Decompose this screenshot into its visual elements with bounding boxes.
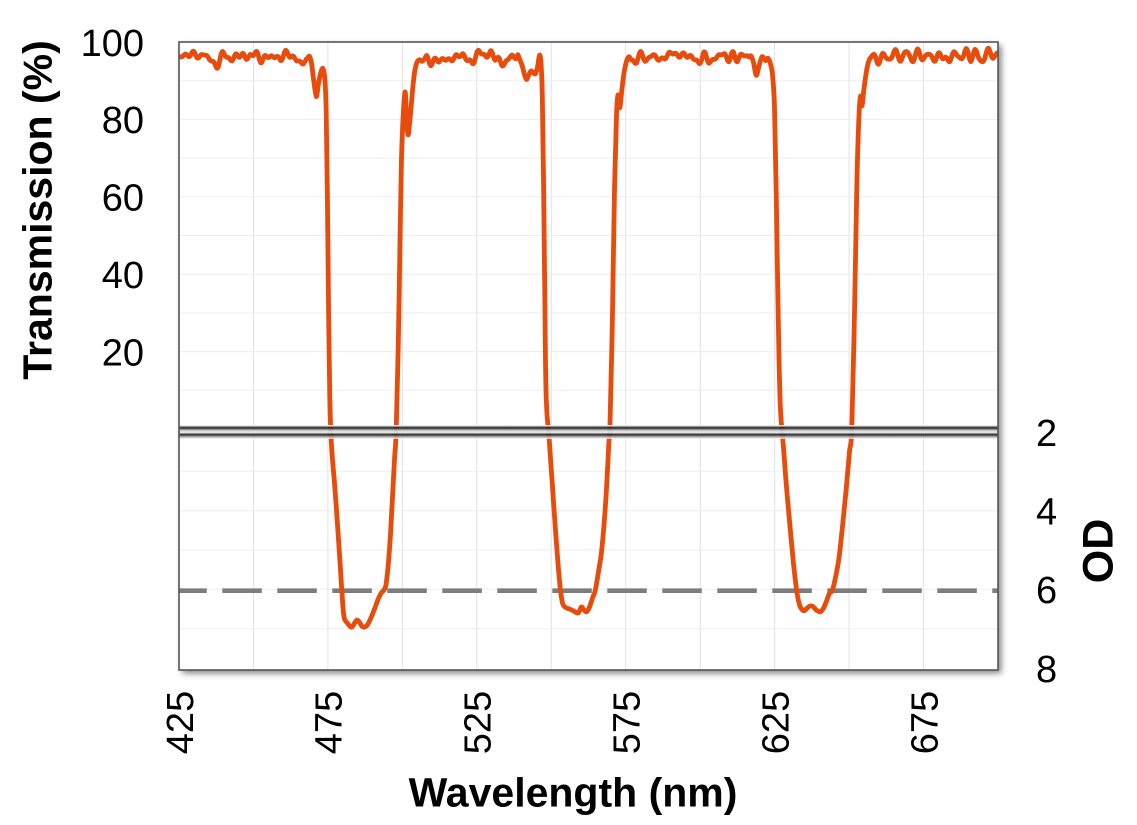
svg-text:475: 475 [309, 691, 351, 754]
svg-text:575: 575 [607, 691, 649, 754]
svg-text:80: 80 [102, 100, 144, 142]
svg-text:525: 525 [458, 691, 500, 754]
svg-text:6: 6 [1036, 570, 1057, 612]
svg-text:675: 675 [904, 691, 946, 754]
svg-text:4: 4 [1036, 492, 1057, 534]
svg-text:425: 425 [160, 691, 202, 754]
svg-text:8: 8 [1036, 649, 1057, 691]
svg-text:OD: OD [1075, 519, 1123, 584]
svg-text:Transmission (%): Transmission (%) [15, 40, 61, 379]
svg-text:60: 60 [102, 178, 144, 220]
svg-text:Wavelength (nm): Wavelength (nm) [409, 770, 738, 816]
svg-text:2: 2 [1036, 413, 1057, 455]
svg-text:625: 625 [755, 691, 797, 754]
svg-text:40: 40 [102, 255, 144, 297]
svg-text:100: 100 [81, 23, 144, 65]
svg-text:20: 20 [102, 332, 144, 374]
